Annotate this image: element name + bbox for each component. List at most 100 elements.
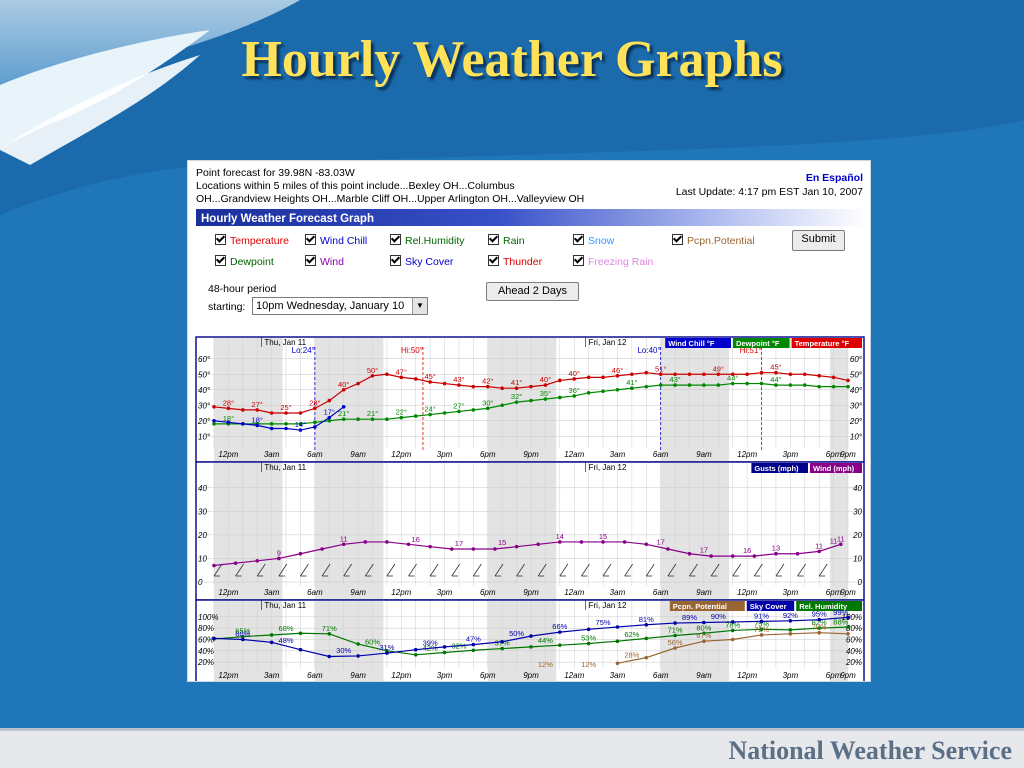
data-point bbox=[226, 406, 231, 411]
data-point bbox=[356, 417, 360, 421]
starting-select-value: 10pm Wednesday, January 10 bbox=[256, 300, 405, 312]
checkbox-pcpn-potential[interactable]: Pcpn.Potential bbox=[672, 234, 755, 247]
data-label: 75% bbox=[596, 618, 611, 627]
data-point bbox=[615, 374, 620, 378]
checkbox-freezing-rain[interactable]: Freezing Rain bbox=[573, 255, 653, 268]
checkbox-box[interactable] bbox=[672, 234, 683, 245]
data-point bbox=[846, 378, 850, 383]
ytick-label-right: 40° bbox=[850, 386, 863, 395]
wind-barb bbox=[300, 563, 309, 577]
checkbox-rel-humidity[interactable]: Rel.Humidity bbox=[390, 234, 465, 247]
data-point bbox=[493, 547, 497, 551]
data-point bbox=[313, 420, 317, 425]
ahead-2-days-button[interactable]: Ahead 2 Days bbox=[486, 282, 579, 301]
ytick-label-right: 40% bbox=[846, 647, 862, 656]
data-point bbox=[428, 380, 432, 384]
data-point bbox=[687, 372, 692, 377]
xtick-label: 3am bbox=[610, 588, 626, 597]
data-label: 17 bbox=[700, 545, 708, 554]
checkbox-box[interactable] bbox=[390, 234, 401, 245]
data-point bbox=[363, 540, 368, 544]
data-point bbox=[298, 551, 303, 556]
data-label: 91% bbox=[754, 611, 769, 620]
extreme-marker-label: Lo:24° bbox=[292, 346, 315, 355]
xtick-label: 3am bbox=[264, 450, 280, 459]
data-point bbox=[644, 636, 649, 641]
checkbox-snow[interactable]: Snow bbox=[573, 234, 614, 247]
data-point bbox=[529, 384, 533, 389]
data-label: 30° bbox=[482, 398, 493, 407]
ytick-label-right: 40 bbox=[853, 484, 862, 493]
data-label: 89% bbox=[682, 613, 697, 622]
xtick-label: 6pm bbox=[826, 588, 842, 597]
checkbox-label: Sky Cover bbox=[405, 256, 454, 268]
xtick-label: 6pm bbox=[826, 450, 842, 459]
checkbox-dewpoint[interactable]: Dewpoint bbox=[215, 255, 274, 268]
data-point bbox=[255, 408, 260, 412]
wind-barb bbox=[516, 563, 525, 577]
legend-label: Wind Chill °F bbox=[668, 339, 715, 348]
data-point bbox=[413, 414, 418, 418]
data-point bbox=[702, 372, 706, 377]
data-point bbox=[788, 632, 793, 636]
legend-swatch bbox=[746, 601, 795, 611]
data-label: 60% bbox=[365, 637, 380, 646]
checkbox-thunder[interactable]: Thunder bbox=[488, 255, 542, 268]
data-label: 11 bbox=[830, 537, 838, 546]
ytick-label-left: 20% bbox=[197, 658, 214, 667]
wind-barb bbox=[408, 563, 417, 577]
starting-select[interactable]: 10pm Wednesday, January 10 ▼ bbox=[252, 297, 428, 315]
data-point bbox=[759, 627, 764, 632]
checkbox-wind-chill[interactable]: Wind Chill bbox=[305, 234, 367, 247]
ytick-label-right: 20% bbox=[845, 658, 862, 667]
chevron-down-icon[interactable]: ▼ bbox=[412, 298, 427, 314]
checkbox-wind[interactable]: Wind bbox=[305, 255, 344, 268]
locations-line-1: Locations within 5 miles of this point i… bbox=[196, 180, 515, 192]
checkbox-sky-cover[interactable]: Sky Cover bbox=[390, 255, 453, 268]
espanol-link[interactable]: En Español bbox=[805, 172, 863, 184]
data-label: 44° bbox=[727, 374, 738, 383]
night-shade bbox=[829, 601, 848, 681]
data-point bbox=[385, 540, 389, 544]
data-point bbox=[327, 415, 332, 420]
checkbox-box[interactable] bbox=[390, 255, 401, 266]
checkbox-box[interactable] bbox=[573, 255, 584, 266]
data-label: 95% bbox=[812, 610, 827, 619]
data-label: 66% bbox=[552, 622, 567, 631]
night-shade bbox=[829, 463, 848, 599]
data-label: 47° bbox=[396, 367, 407, 376]
data-point bbox=[817, 617, 821, 622]
data-point bbox=[795, 551, 800, 556]
data-point bbox=[838, 542, 843, 547]
wind-barb bbox=[343, 563, 353, 577]
checkbox-box[interactable] bbox=[488, 234, 499, 245]
checkbox-box[interactable] bbox=[215, 234, 226, 245]
submit-button[interactable]: Submit bbox=[792, 230, 845, 251]
checkbox-box[interactable] bbox=[305, 255, 316, 266]
data-point bbox=[529, 634, 533, 638]
xtick-label: 6am bbox=[653, 588, 669, 597]
data-point bbox=[529, 645, 533, 649]
data-point bbox=[543, 397, 548, 401]
ytick-label-right: 30 bbox=[853, 507, 862, 516]
checkbox-rain[interactable]: Rain bbox=[488, 234, 525, 247]
data-point bbox=[730, 554, 735, 558]
checkbox-box[interactable] bbox=[573, 234, 584, 245]
xtick-label: 9pm bbox=[840, 450, 856, 459]
checkbox-box[interactable] bbox=[305, 234, 316, 245]
data-point bbox=[298, 411, 303, 415]
xtick-label: 12pm bbox=[737, 450, 757, 459]
xtick-label: 12am bbox=[564, 588, 584, 597]
checkbox-box[interactable] bbox=[215, 255, 226, 266]
checkbox-box[interactable] bbox=[488, 255, 499, 266]
wind-barb bbox=[581, 563, 590, 577]
data-point bbox=[846, 625, 850, 629]
data-point bbox=[730, 620, 735, 624]
checkbox-temperature[interactable]: Temperature bbox=[215, 234, 289, 247]
data-label: 78% bbox=[725, 620, 740, 629]
data-point bbox=[774, 551, 778, 556]
data-point bbox=[774, 370, 778, 375]
data-point bbox=[298, 631, 303, 636]
data-label: 32° bbox=[511, 392, 522, 401]
data-label: 39% bbox=[423, 638, 438, 647]
